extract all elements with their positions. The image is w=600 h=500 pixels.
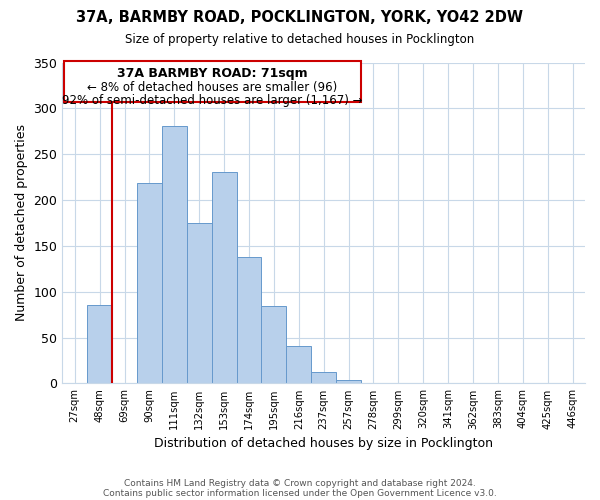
Bar: [212, 172, 236, 384]
Text: 92% of semi-detached houses are larger (1,167) →: 92% of semi-detached houses are larger (…: [62, 94, 362, 106]
Text: 37A BARMBY ROAD: 71sqm: 37A BARMBY ROAD: 71sqm: [117, 67, 308, 80]
Text: ← 8% of detached houses are smaller (96): ← 8% of detached houses are smaller (96): [87, 81, 337, 94]
Bar: [137, 182, 162, 384]
X-axis label: Distribution of detached houses by size in Pocklington: Distribution of detached houses by size …: [154, 437, 493, 450]
Bar: [262, 306, 286, 384]
Bar: [187, 223, 212, 384]
Y-axis label: Number of detached properties: Number of detached properties: [15, 124, 28, 322]
Bar: [64, 60, 361, 102]
Bar: [162, 126, 187, 384]
Text: 37A, BARMBY ROAD, POCKLINGTON, YORK, YO42 2DW: 37A, BARMBY ROAD, POCKLINGTON, YORK, YO4…: [77, 10, 523, 25]
Text: Contains HM Land Registry data © Crown copyright and database right 2024.: Contains HM Land Registry data © Crown c…: [124, 478, 476, 488]
Bar: [336, 380, 361, 384]
Bar: [286, 346, 311, 384]
Bar: [87, 306, 112, 384]
Bar: [311, 372, 336, 384]
Text: Size of property relative to detached houses in Pocklington: Size of property relative to detached ho…: [125, 32, 475, 46]
Text: Contains public sector information licensed under the Open Government Licence v3: Contains public sector information licen…: [103, 488, 497, 498]
Bar: [236, 257, 262, 384]
